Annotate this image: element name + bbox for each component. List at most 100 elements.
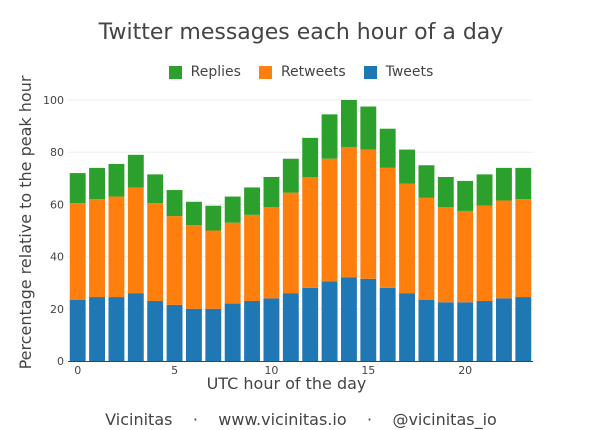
- bar-replies-19: [437, 176, 454, 208]
- x-tick-label: 5: [171, 364, 178, 377]
- bar-replies-18: [418, 165, 435, 198]
- bar-retweets-4: [147, 203, 164, 301]
- footer-separator-2: ·: [366, 410, 373, 429]
- bar-retweets-12: [302, 176, 319, 288]
- bar-retweets-20: [457, 210, 474, 303]
- bar-tweets-13: [321, 281, 338, 361]
- bar-retweets-1: [89, 199, 106, 298]
- legend-swatch-tweets: [363, 65, 377, 79]
- bar-retweets-22: [495, 200, 512, 299]
- bar-tweets-6: [185, 308, 202, 361]
- legend-item-tweets: Tweets: [363, 64, 434, 80]
- bar-tweets-4: [147, 300, 164, 361]
- bar-tweets-19: [437, 302, 454, 361]
- legend-swatch-retweets: [258, 65, 272, 79]
- bar-retweets-9: [244, 214, 261, 301]
- y-axis-title: Percentage relative to the peak hour: [16, 75, 35, 369]
- bar-retweets-10: [263, 207, 280, 299]
- legend-item-replies: Replies: [168, 64, 241, 80]
- x-tick-label: 10: [264, 364, 278, 377]
- legend-label-replies: Replies: [190, 64, 241, 80]
- bar-tweets-8: [224, 303, 241, 361]
- bar-replies-17: [399, 149, 416, 184]
- bar-replies-20: [457, 180, 474, 211]
- bar-replies-9: [244, 187, 261, 215]
- x-axis-title: UTC hour of the day: [207, 374, 367, 393]
- bar-tweets-7: [205, 308, 222, 361]
- bar-retweets-21: [476, 205, 493, 301]
- bar-tweets-9: [244, 300, 261, 361]
- bar-replies-21: [476, 174, 493, 206]
- y-tick-label: 60: [50, 198, 64, 211]
- bar-tweets-1: [89, 297, 106, 361]
- bar-tweets-14: [340, 277, 357, 361]
- bar-replies-3: [127, 154, 144, 188]
- bar-retweets-2: [108, 196, 125, 298]
- bar-replies-14: [340, 100, 357, 147]
- bar-replies-8: [224, 196, 241, 223]
- legend-label-retweets: Retweets: [280, 64, 346, 80]
- bar-retweets-23: [515, 199, 532, 298]
- footer-separator-1: ·: [192, 410, 198, 429]
- x-tick-label: 15: [361, 364, 375, 377]
- legend-item-retweets: Retweets: [258, 64, 346, 80]
- bar-replies-0: [69, 173, 86, 204]
- bar-replies-6: [185, 201, 202, 226]
- bar-tweets-2: [108, 297, 125, 361]
- legend-swatch-replies: [168, 65, 182, 79]
- legend-label-tweets: Tweets: [385, 64, 434, 80]
- bar-replies-5: [166, 190, 183, 217]
- bar-retweets-13: [321, 158, 338, 282]
- bar-replies-11: [282, 158, 299, 193]
- bar-replies-22: [495, 167, 512, 201]
- bar-retweets-19: [437, 207, 454, 303]
- x-tick-label: 20: [458, 364, 472, 377]
- bar-tweets-23: [515, 297, 532, 361]
- bar-retweets-0: [69, 203, 86, 300]
- bar-retweets-18: [418, 197, 435, 300]
- bar-retweets-6: [185, 225, 202, 309]
- bar-tweets-5: [166, 304, 183, 361]
- bar-replies-7: [205, 205, 222, 231]
- bar-tweets-15: [360, 278, 377, 361]
- y-tick-label: 100: [43, 94, 64, 107]
- bar-retweets-8: [224, 222, 241, 304]
- bar-tweets-3: [127, 293, 144, 361]
- bar-tweets-21: [476, 300, 493, 361]
- bar-replies-23: [515, 167, 532, 200]
- bar-retweets-17: [399, 183, 416, 294]
- bar-replies-15: [360, 106, 377, 150]
- bar-retweets-16: [379, 167, 396, 288]
- footer-brand: Vicinitas: [105, 410, 173, 429]
- bar-replies-16: [379, 128, 396, 168]
- bar-retweets-14: [340, 146, 357, 278]
- y-tick-label: 20: [50, 303, 64, 316]
- bar-replies-12: [302, 137, 319, 177]
- bar-tweets-10: [263, 298, 280, 361]
- bar-retweets-7: [205, 230, 222, 309]
- bar-replies-2: [108, 163, 125, 197]
- bar-replies-13: [321, 114, 338, 159]
- y-tick-label: 40: [50, 251, 64, 264]
- bar-retweets-11: [282, 192, 299, 294]
- bar-replies-1: [89, 167, 106, 200]
- y-tick-label: 80: [50, 146, 64, 159]
- y-tick-label: 0: [57, 355, 64, 368]
- bar-tweets-20: [457, 302, 474, 361]
- bar-retweets-15: [360, 149, 377, 279]
- bar-replies-10: [263, 176, 280, 208]
- footer-handle: @vicinitas_io: [392, 410, 497, 429]
- bar-tweets-18: [418, 299, 435, 361]
- bar-tweets-17: [399, 293, 416, 361]
- bar-retweets-3: [127, 187, 144, 294]
- bar-tweets-12: [302, 287, 319, 361]
- bar-tweets-16: [379, 287, 396, 361]
- bar-tweets-22: [495, 298, 512, 361]
- footer: Vicinitas · www.vicinitas.io · @vicinita…: [0, 410, 602, 429]
- chart-title: Twitter messages each hour of a day: [98, 20, 504, 45]
- chart-legend: Replies Retweets Tweets: [0, 64, 602, 80]
- bar-tweets-11: [282, 293, 299, 361]
- bar-replies-4: [147, 174, 164, 204]
